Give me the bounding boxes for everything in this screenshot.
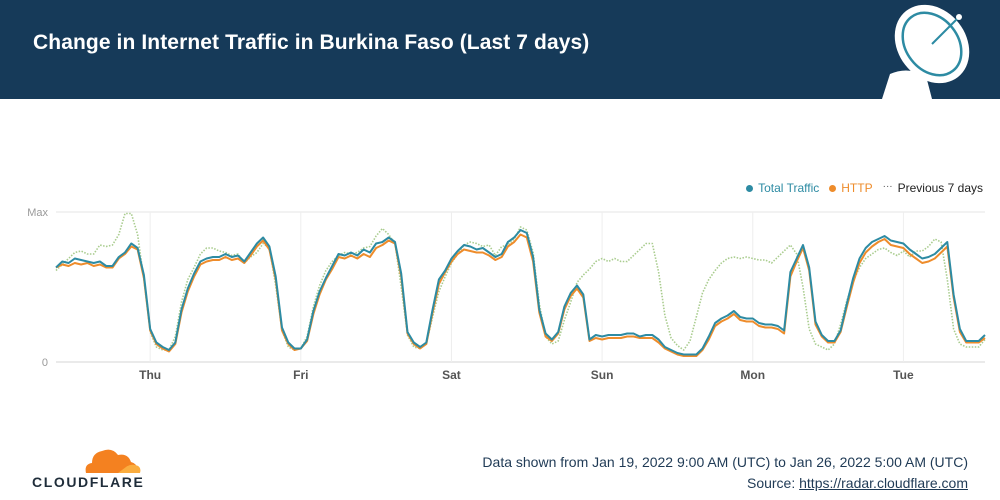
legend-label-previous: Previous 7 days: [897, 181, 983, 195]
chart-legend: Total Traffic HTTP ··· Previous 7 days: [746, 180, 983, 196]
y-label-zero: 0: [42, 357, 48, 369]
x-tick-label: Mon: [740, 368, 765, 382]
source-link[interactable]: https://radar.cloudflare.com: [799, 475, 968, 491]
page-title: Change in Internet Traffic in Burkina Fa…: [33, 31, 590, 54]
traffic-line-chart: ThuFriSatSunMonTueWedMax0: [27, 207, 986, 382]
source-label: Source:: [746, 475, 800, 491]
series-line-previous-7-days: [55, 212, 986, 351]
x-tick-label: Thu: [139, 368, 161, 382]
x-tick-label: Sat: [442, 368, 461, 382]
series-line-total-traffic: [55, 229, 986, 356]
legend-item-previous: ··· Previous 7 days: [883, 181, 983, 195]
legend-label-http: HTTP: [841, 181, 873, 195]
legend-item-http: HTTP: [829, 181, 873, 195]
cloudflare-wordmark: CLOUDFLARE: [32, 474, 145, 490]
source-line: Source: https://radar.cloudflare.com: [482, 473, 968, 494]
x-tick-label: Fri: [293, 368, 308, 382]
series-line-http: [55, 233, 986, 357]
header-banner: Change in Internet Traffic in Burkina Fa…: [0, 0, 1000, 99]
legend-label-total: Total Traffic: [758, 181, 820, 195]
legend-dot-http: [829, 184, 837, 192]
legend-marker-previous: ···: [882, 181, 893, 192]
footer-info: Data shown from Jan 19, 2022 9:00 AM (UT…: [482, 452, 968, 494]
satellite-dish-icon: [882, 4, 970, 99]
cloudflare-logo-icon: [85, 449, 141, 473]
x-tick-label: Tue: [893, 368, 914, 382]
date-range-text: Data shown from Jan 19, 2022 9:00 AM (UT…: [482, 454, 968, 470]
x-tick-label: Sun: [591, 368, 614, 382]
legend-dot-total: [746, 184, 754, 192]
y-label-max: Max: [27, 207, 48, 219]
legend-item-total: Total Traffic: [746, 181, 819, 195]
